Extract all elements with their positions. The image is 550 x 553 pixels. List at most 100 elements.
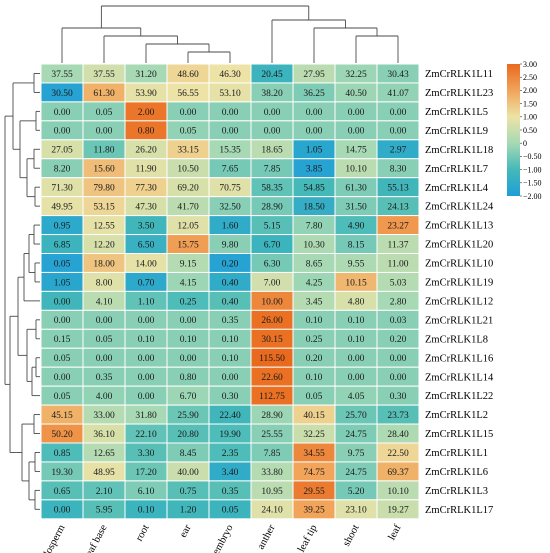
cell-value: 41.70 bbox=[177, 203, 199, 213]
color-scale-tick-label: 1.50 bbox=[523, 99, 537, 108]
cell-value: 0.00 bbox=[54, 297, 71, 307]
cell-value: 5.95 bbox=[96, 506, 113, 516]
cell-value: 0.00 bbox=[138, 316, 155, 326]
cell-value: 6.10 bbox=[138, 487, 155, 497]
column-label: shoot bbox=[341, 523, 361, 548]
cell-value: 7.65 bbox=[222, 165, 239, 175]
cell-value: 9.15 bbox=[180, 259, 197, 269]
column-dendrogram bbox=[61, 5, 399, 63]
cell-value: 0.10 bbox=[138, 335, 155, 345]
cell-value: 6.70 bbox=[180, 392, 197, 402]
cell-value: 33.80 bbox=[261, 468, 283, 478]
cell-value: 53.10 bbox=[219, 89, 241, 99]
cell-value: 0.30 bbox=[222, 392, 239, 402]
cell-value: 3.40 bbox=[222, 468, 239, 478]
color-scale-tick-label: 2.50 bbox=[523, 73, 537, 82]
color-scale-tick-label: −0.50 bbox=[523, 152, 542, 161]
cell-value: 30.15 bbox=[261, 335, 283, 345]
cell-value: 1.05 bbox=[306, 146, 323, 156]
cell-value: 70.75 bbox=[219, 184, 241, 194]
cell-value: 4.10 bbox=[96, 297, 113, 307]
cell-value: 53.15 bbox=[93, 203, 115, 213]
cell-value: 0.25 bbox=[306, 335, 323, 345]
cell-value: 0.05 bbox=[96, 335, 113, 345]
row-label: ZmCrRLK1L9 bbox=[425, 126, 488, 137]
cell-value: 0.00 bbox=[180, 316, 197, 326]
cell-value: 2.35 bbox=[222, 449, 239, 459]
cell-value: 0.05 bbox=[54, 392, 71, 402]
cell-value: 53.90 bbox=[135, 89, 157, 99]
row-label: ZmCrRLK1L2 bbox=[425, 410, 488, 421]
cell-value: 40.15 bbox=[303, 411, 325, 421]
cell-value: 74.75 bbox=[303, 468, 325, 478]
column-label: ear bbox=[178, 523, 194, 540]
cell-value: 3.50 bbox=[138, 221, 155, 231]
row-labels: ZmCrRLK1L11 ZmCrRLK1L23 ZmCrRLK1L5 ZmCrRLK1… bbox=[425, 69, 494, 516]
cell-value: 0.40 bbox=[222, 278, 239, 288]
cell-value: 11.00 bbox=[387, 259, 408, 269]
column-label: leaf bbox=[387, 523, 404, 543]
cell-value: 4.90 bbox=[348, 221, 365, 231]
cell-value: 0.10 bbox=[306, 316, 323, 326]
cell-value: 0.03 bbox=[390, 316, 407, 326]
color-scale-tick-label: 2.00 bbox=[523, 86, 537, 95]
cell-value: 0.85 bbox=[54, 449, 71, 459]
cell-value: 0.10 bbox=[180, 335, 197, 345]
cell-value: 18.50 bbox=[303, 203, 325, 213]
cell-value: 0.00 bbox=[96, 127, 113, 137]
cell-value: 23.10 bbox=[345, 506, 367, 516]
row-label: ZmCrRLK1L8 bbox=[425, 334, 488, 345]
cell-value: 55.13 bbox=[387, 184, 409, 194]
cell-value: 24.75 bbox=[345, 430, 367, 440]
cell-value: 19.27 bbox=[387, 506, 409, 516]
column-labels: endosperm leaf base root ear embryo anther lea… bbox=[36, 523, 404, 553]
row-label: ZmCrRLK1L14 bbox=[425, 372, 494, 383]
cell-value: 14.75 bbox=[345, 146, 367, 156]
row-label: ZmCrRLK1L3 bbox=[425, 486, 488, 497]
cell-value: 24.75 bbox=[345, 468, 367, 478]
cell-value: 8.00 bbox=[96, 278, 113, 288]
cell-value: 54.85 bbox=[303, 184, 325, 194]
cell-value: 4.80 bbox=[348, 297, 365, 307]
cell-value: 6.70 bbox=[264, 240, 281, 250]
cell-value: 0.10 bbox=[348, 335, 365, 345]
cell-value: 12.20 bbox=[93, 240, 115, 250]
cell-value: 9.80 bbox=[222, 240, 239, 250]
cell-value: 0.00 bbox=[348, 108, 365, 118]
cell-value: 8.15 bbox=[348, 240, 365, 250]
cell-value: 10.15 bbox=[345, 278, 367, 288]
cell-value: 0.00 bbox=[348, 127, 365, 137]
cell-value: 11.90 bbox=[135, 165, 156, 175]
cell-value: 0.00 bbox=[138, 373, 155, 383]
cell-value: 10.95 bbox=[261, 487, 283, 497]
cell-value: 9.75 bbox=[348, 449, 365, 459]
cell-value: 0.00 bbox=[390, 108, 407, 118]
cell-value: 9.55 bbox=[348, 259, 365, 269]
cell-value: 36.10 bbox=[93, 430, 115, 440]
cell-value: 0.00 bbox=[138, 392, 155, 402]
cell-value: 0.00 bbox=[54, 373, 71, 383]
cell-value: 0.05 bbox=[306, 392, 323, 402]
cell-value: 10.50 bbox=[177, 165, 199, 175]
cell-value: 30.43 bbox=[387, 70, 409, 80]
cell-value: 58.35 bbox=[261, 184, 283, 194]
cell-value: 25.70 bbox=[345, 411, 367, 421]
cell-value: 0.00 bbox=[222, 373, 239, 383]
cell-value: 0.75 bbox=[180, 487, 197, 497]
row-dendrogram bbox=[4, 73, 40, 510]
cell-value: 32.25 bbox=[345, 70, 367, 80]
cell-value: 1.10 bbox=[138, 297, 155, 307]
cell-value: 0.20 bbox=[390, 335, 407, 345]
cell-value: 25.90 bbox=[177, 411, 199, 421]
cell-value: 12.05 bbox=[177, 221, 199, 231]
cell-value: 23.27 bbox=[387, 221, 409, 231]
color-scale-bar bbox=[507, 64, 520, 196]
cell-value: 7.85 bbox=[264, 449, 281, 459]
cell-value: 31.50 bbox=[345, 203, 367, 213]
cell-value: 22.60 bbox=[261, 373, 283, 383]
cell-value: 6.30 bbox=[264, 259, 281, 269]
cell-value: 0.00 bbox=[390, 127, 407, 137]
cell-value: 7.80 bbox=[306, 221, 323, 231]
cell-value: 30.50 bbox=[51, 89, 73, 99]
